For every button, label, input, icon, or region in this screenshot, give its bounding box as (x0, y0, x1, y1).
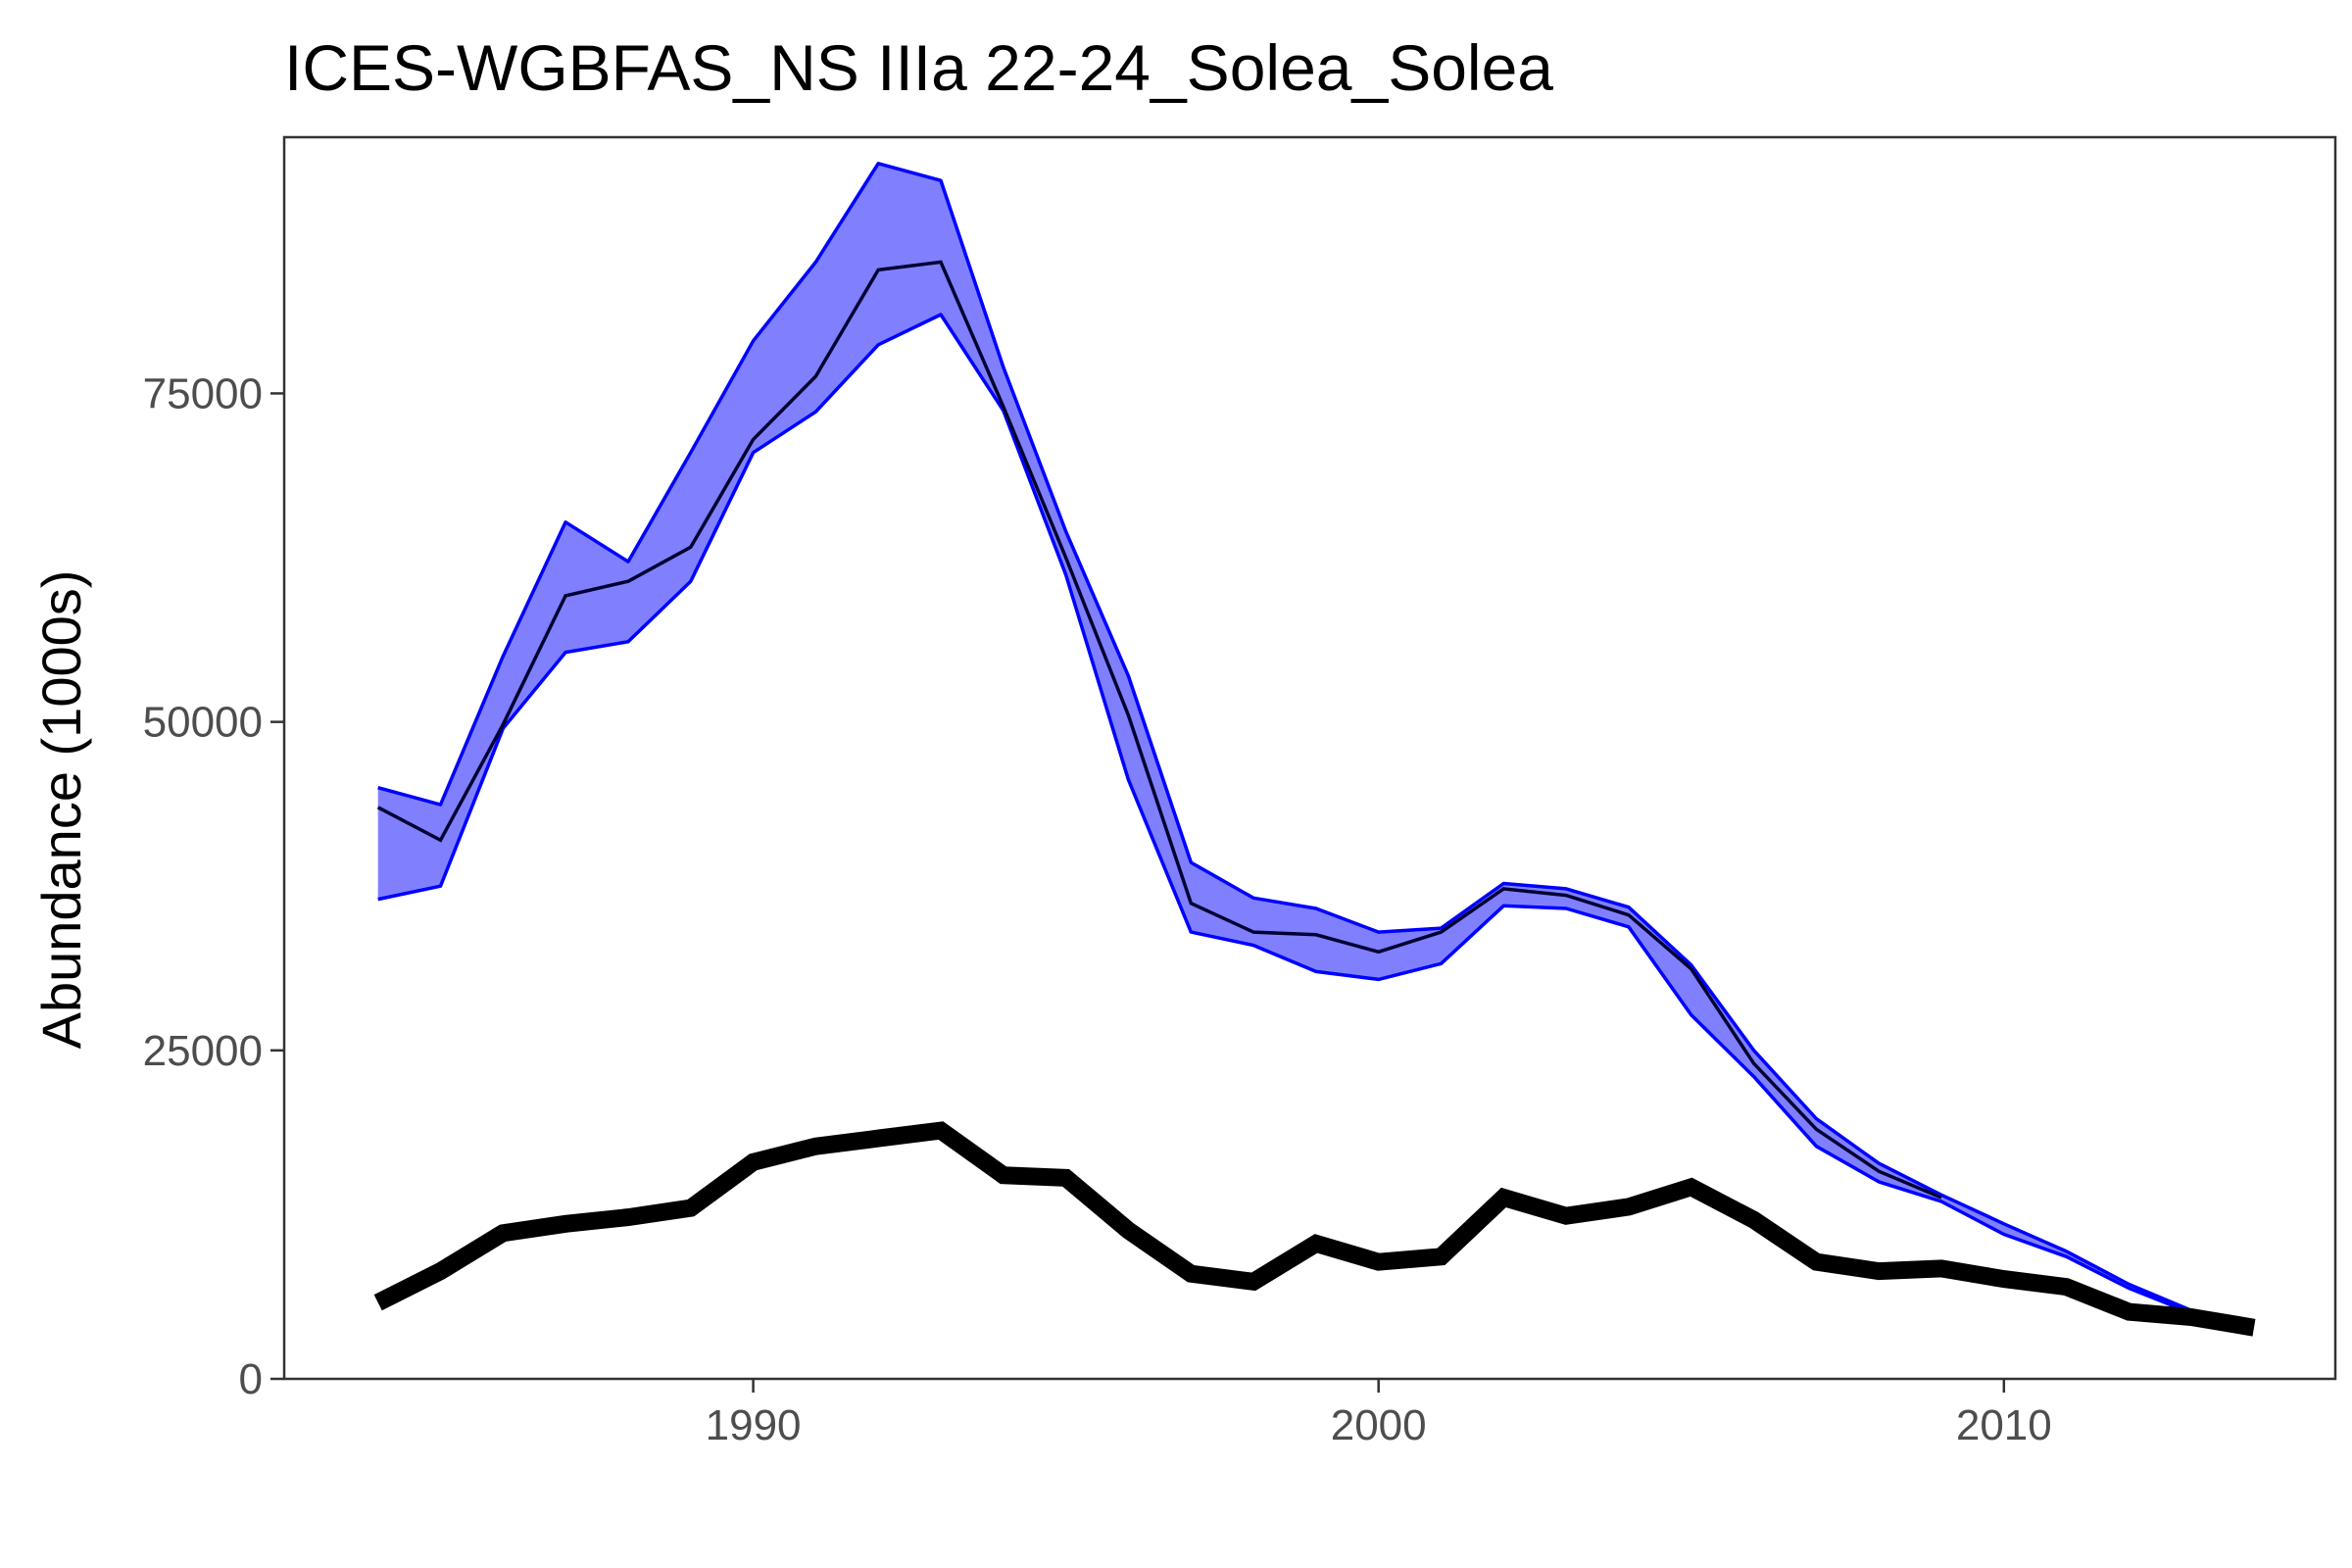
confidence-band-area (377, 163, 2192, 1313)
series-lines-layer (373, 260, 2256, 1337)
y-tick-label: 50000 (143, 699, 263, 747)
confidence-band-layer (377, 162, 2192, 1315)
band-lower-line (377, 313, 2192, 1315)
y-axis-label: Abundance (1000s) (30, 570, 92, 1050)
x-tick-label: 2010 (1956, 1401, 2052, 1449)
axis-ticks-layer: 0 25000 50000 75000 1990 2000 2010 (143, 369, 2052, 1449)
x-tick-label: 2000 (1331, 1401, 1427, 1449)
x-tick-label: 1990 (706, 1401, 802, 1449)
series-line-thin (376, 260, 1942, 1200)
plot-panel-border (282, 135, 2337, 1381)
chart-title: ICES-WGBFAS_NS IIIa 22-24_Solea_Solea (284, 31, 1553, 104)
y-tick-label: 75000 (143, 369, 263, 417)
series-line-thick (373, 1121, 2256, 1337)
y-tick-label: 0 (239, 1355, 263, 1403)
band-upper-line (377, 162, 2192, 1312)
y-tick-label: 25000 (143, 1027, 263, 1075)
